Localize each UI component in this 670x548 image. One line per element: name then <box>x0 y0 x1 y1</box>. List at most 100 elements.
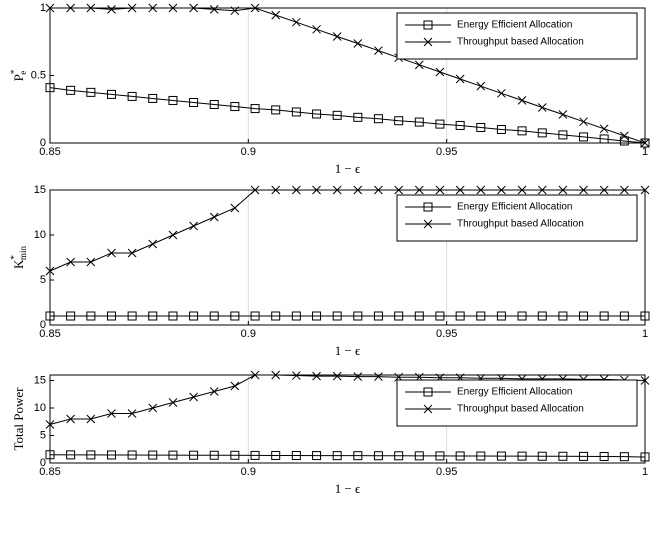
marker-x <box>148 3 158 13</box>
y-tick-label: 0 <box>40 319 46 331</box>
y-tick-label: 0 <box>40 137 46 149</box>
marker-square <box>435 451 445 461</box>
axes-frame <box>49 374 646 464</box>
marker-x <box>168 230 178 240</box>
marker-square <box>189 450 199 460</box>
marker-square <box>312 451 322 461</box>
marker-square <box>45 450 55 460</box>
marker-x <box>45 3 55 13</box>
marker-square <box>86 311 96 321</box>
marker-x <box>291 185 301 195</box>
marker-square <box>66 311 76 321</box>
marker-x <box>537 103 547 112</box>
marker-square <box>640 311 650 321</box>
marker-square <box>423 387 433 397</box>
marker-x <box>209 212 219 222</box>
y-axis-label: K*min <box>9 246 28 269</box>
marker-x <box>291 17 301 27</box>
legend-label: Energy Efficient Allocation <box>457 202 572 213</box>
y-tick-label: 0.5 <box>31 69 46 81</box>
marker-square <box>312 109 322 119</box>
marker-x <box>312 24 321 34</box>
marker-x <box>250 3 260 13</box>
marker-x <box>332 32 342 41</box>
y-tick-label: 15 <box>34 184 46 196</box>
marker-square <box>291 107 301 117</box>
marker-square <box>45 311 55 321</box>
marker-square <box>373 114 383 124</box>
marker-square <box>640 138 650 148</box>
marker-square <box>168 311 178 321</box>
marker-x <box>620 185 629 195</box>
marker-square <box>579 451 589 461</box>
series-line <box>49 87 646 144</box>
marker-square <box>537 451 547 461</box>
marker-x <box>107 4 116 14</box>
marker-x <box>189 221 198 231</box>
marker-x <box>640 376 650 385</box>
x-tick-label: 0.85 <box>39 328 60 340</box>
marker-square <box>414 451 424 461</box>
marker-x <box>353 372 363 382</box>
marker-square <box>127 450 137 460</box>
legend-label: Throughput based Allocation <box>457 404 584 415</box>
y-axis-label-sub: min <box>18 246 28 261</box>
series-line <box>49 454 646 458</box>
marker-x <box>476 81 486 91</box>
marker-x <box>599 185 609 195</box>
marker-square <box>619 311 629 321</box>
marker-square <box>250 311 260 321</box>
marker-x <box>579 117 588 127</box>
y-axis-label-base: Total Power <box>11 387 26 451</box>
marker-square <box>476 311 486 321</box>
marker-square <box>394 311 404 321</box>
marker-square <box>640 452 650 462</box>
x-tick-label: 0.9 <box>241 328 256 340</box>
marker-x <box>423 404 433 414</box>
marker-square <box>496 125 506 134</box>
y-tick-label: 5 <box>40 429 46 441</box>
marker-x <box>271 370 281 380</box>
y-tick-label: 10 <box>34 229 46 241</box>
y-axis-label: Total Power <box>11 387 26 451</box>
y-tick-label: 0 <box>40 457 46 469</box>
marker-square <box>558 130 568 140</box>
marker-square <box>230 311 240 321</box>
marker-square <box>373 311 383 321</box>
series-line <box>50 7 646 144</box>
legend-label: Throughput based Allocation <box>457 219 584 230</box>
marker-square <box>414 311 424 321</box>
marker-square <box>127 91 137 101</box>
y-axis-label: P*e <box>9 69 28 81</box>
x-axis-label: 1 − ϵ <box>335 161 361 176</box>
marker-square <box>66 85 76 95</box>
marker-square <box>168 95 178 105</box>
marker-square <box>537 128 547 138</box>
marker-x <box>209 4 219 14</box>
marker-x <box>45 420 55 429</box>
marker-square <box>291 311 301 321</box>
x-tick-label: 1 <box>642 146 648 158</box>
marker-square <box>230 102 240 112</box>
marker-x <box>127 409 137 418</box>
marker-square <box>189 311 199 321</box>
marker-square <box>86 87 96 97</box>
marker-x <box>107 248 116 258</box>
x-tick-label: 1 <box>642 466 648 478</box>
marker-square <box>579 132 589 142</box>
marker-square <box>558 451 568 461</box>
y-tick-label: 5 <box>40 274 46 286</box>
marker-x <box>189 392 198 402</box>
marker-x <box>435 185 445 195</box>
marker-x <box>497 185 506 195</box>
legend-box <box>396 12 638 60</box>
marker-square <box>148 93 158 103</box>
marker-square <box>106 450 116 460</box>
marker-x <box>127 248 137 258</box>
marker-x <box>230 381 240 391</box>
marker-square <box>86 450 96 460</box>
marker-square <box>599 452 609 462</box>
marker-square <box>619 136 629 146</box>
